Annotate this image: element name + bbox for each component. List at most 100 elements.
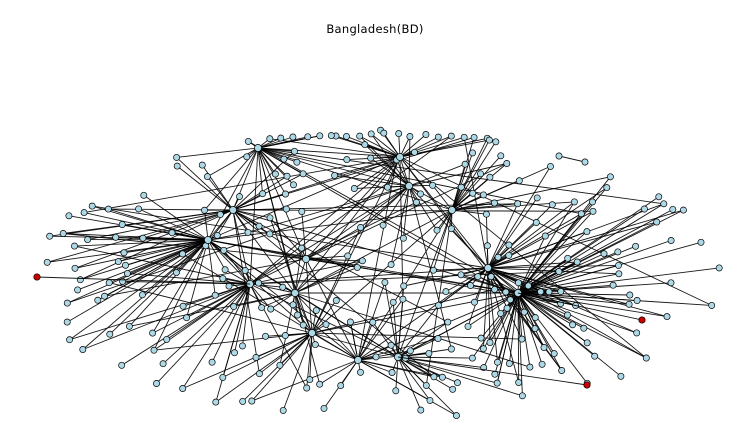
graph-node — [548, 201, 556, 209]
graph-node — [293, 158, 301, 166]
graph-node — [433, 226, 441, 234]
graph-node — [74, 286, 82, 294]
graph-edge — [451, 173, 481, 211]
graph-node — [118, 361, 126, 369]
graph-node — [71, 242, 78, 250]
graph-node — [447, 345, 455, 353]
graph-node — [399, 295, 407, 303]
graph-node — [715, 264, 723, 272]
graph-node — [343, 132, 350, 140]
graph-edge — [315, 344, 359, 361]
graph-node — [503, 304, 511, 312]
graph-node — [381, 278, 389, 286]
graph-node — [279, 406, 287, 414]
graph-node — [316, 380, 324, 388]
hub-edge — [207, 209, 234, 241]
graph-node — [640, 205, 648, 213]
graph-node — [506, 296, 514, 304]
hub-node — [308, 329, 316, 337]
graph-node — [491, 285, 499, 293]
graph-edge — [109, 239, 209, 335]
graph-edge — [558, 155, 586, 163]
graph-node — [236, 193, 243, 201]
graph-node — [140, 191, 148, 199]
graph-edge — [397, 356, 588, 386]
graph-node — [447, 225, 455, 233]
graph-node — [626, 291, 634, 299]
hub-edge — [305, 185, 410, 260]
graph-node — [540, 344, 548, 351]
graph-edge — [517, 292, 520, 383]
graph-node — [388, 369, 396, 376]
graph-node — [497, 309, 505, 317]
graph-edge — [474, 267, 489, 303]
graph-node — [219, 275, 227, 283]
graph-node — [63, 299, 71, 307]
graph-node — [280, 155, 288, 163]
graph-node — [106, 330, 114, 338]
graph-node — [282, 190, 289, 198]
graph-edge — [182, 283, 251, 389]
graph-node — [412, 198, 420, 206]
graph-edge — [311, 300, 337, 334]
hub-edge — [249, 267, 489, 285]
graph-edge — [390, 185, 410, 265]
graph-edge — [292, 304, 313, 334]
graph-node — [387, 341, 395, 349]
graph-node — [417, 406, 425, 414]
graph-node — [454, 379, 461, 387]
graph-node — [118, 221, 126, 228]
graph-node — [259, 190, 267, 198]
graph-edge — [399, 136, 439, 158]
graph-node — [660, 200, 668, 208]
graph-node — [564, 254, 572, 262]
graph-node — [434, 335, 442, 342]
graph-node — [708, 301, 716, 309]
graph-edge — [517, 292, 588, 384]
graph-node — [429, 266, 437, 274]
graph-edge — [224, 269, 251, 285]
hub-edge — [207, 239, 359, 361]
graph-node — [291, 147, 298, 155]
graph-edge — [122, 239, 209, 282]
graph-edge — [487, 267, 588, 344]
graph-node — [153, 380, 160, 387]
graph-edge — [251, 359, 359, 402]
graph-edge — [294, 266, 358, 294]
graph-edge — [207, 239, 216, 296]
graph-node — [252, 354, 260, 361]
graph-node — [88, 202, 96, 210]
graph-node — [289, 133, 297, 141]
graph-node — [547, 162, 554, 170]
graph-node — [520, 308, 528, 316]
hub-node — [204, 236, 212, 244]
graph-node — [514, 279, 522, 287]
graph-node — [357, 368, 364, 376]
graph-edge — [301, 211, 307, 260]
hub-edge — [207, 239, 519, 294]
graph-edge — [517, 208, 645, 294]
graph-node — [255, 370, 263, 378]
graph-node — [515, 379, 523, 386]
hub-edge — [311, 332, 399, 358]
graph-node — [632, 242, 640, 250]
graph-node — [555, 152, 563, 160]
graph-node — [469, 149, 477, 157]
graph-edge — [357, 338, 439, 361]
graph-node — [483, 242, 491, 250]
graph-node — [384, 183, 391, 191]
graph-node — [470, 133, 478, 141]
graph-edge — [451, 141, 497, 211]
graph-node — [46, 232, 54, 240]
graph-edge — [451, 155, 502, 211]
hub-node — [291, 289, 299, 297]
graph-node — [505, 241, 513, 249]
graph-edge — [357, 159, 398, 361]
graph-edge — [487, 267, 561, 305]
graph-edge — [346, 135, 401, 158]
graph-edge — [460, 267, 489, 276]
graph-node — [104, 205, 112, 213]
hub-edge — [207, 156, 401, 241]
graph-edge — [138, 208, 209, 241]
graph-node — [477, 170, 484, 178]
